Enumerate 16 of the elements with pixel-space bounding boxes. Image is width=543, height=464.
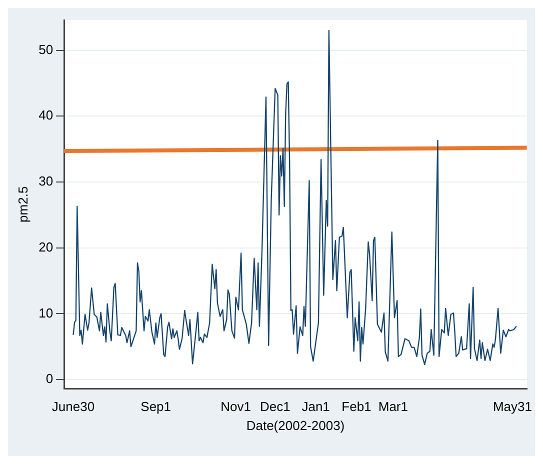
x-tick-label: Dec1 — [260, 399, 290, 414]
x-axis-title: Date(2002-2003) — [246, 418, 345, 433]
x-tick-label: June30 — [52, 399, 95, 414]
y-axis-title: pm2.5 — [15, 186, 30, 222]
y-tick-label: 30 — [38, 174, 54, 189]
x-tick-label: Jan1 — [302, 399, 330, 414]
y-tick-label: 50 — [38, 42, 54, 57]
x-tick-label: May31 — [492, 399, 532, 414]
x-tick-label: Feb1 — [342, 399, 372, 414]
x-tick-label: Sep1 — [140, 399, 172, 414]
x-tick-label: Mar1 — [378, 399, 408, 414]
y-tick-label: 10 — [38, 305, 54, 320]
y-tick-label: 40 — [38, 108, 54, 123]
x-tick-label: Nov1 — [220, 399, 252, 414]
y-tick-label: 0 — [46, 371, 54, 386]
y-tick-label: 20 — [38, 239, 54, 254]
